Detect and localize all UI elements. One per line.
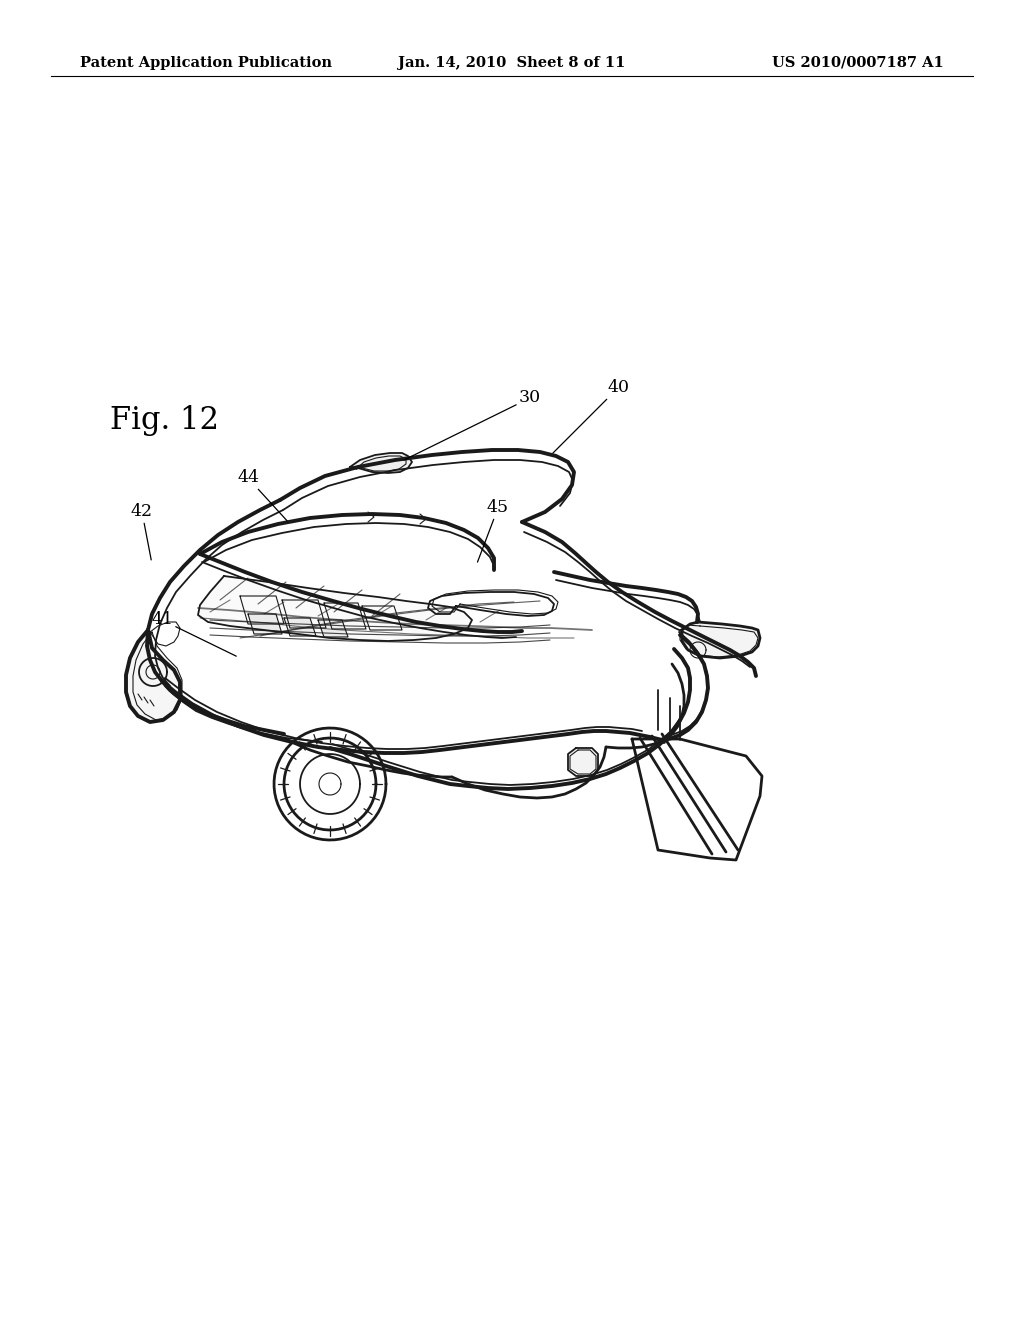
Polygon shape bbox=[318, 620, 348, 638]
Text: US 2010/0007187 A1: US 2010/0007187 A1 bbox=[772, 55, 944, 70]
Polygon shape bbox=[126, 630, 180, 722]
Text: Patent Application Publication: Patent Application Publication bbox=[80, 55, 332, 70]
Polygon shape bbox=[682, 622, 760, 657]
Text: 40: 40 bbox=[553, 380, 629, 453]
Polygon shape bbox=[284, 618, 316, 636]
Polygon shape bbox=[248, 614, 282, 634]
Polygon shape bbox=[568, 748, 598, 776]
Text: Jan. 14, 2010  Sheet 8 of 11: Jan. 14, 2010 Sheet 8 of 11 bbox=[398, 55, 626, 70]
Polygon shape bbox=[198, 576, 472, 642]
Text: Fig. 12: Fig. 12 bbox=[110, 404, 219, 436]
Text: 44: 44 bbox=[237, 470, 287, 521]
Text: 45: 45 bbox=[477, 499, 509, 562]
Polygon shape bbox=[350, 453, 412, 473]
Text: 41: 41 bbox=[151, 611, 237, 656]
Text: 42: 42 bbox=[131, 503, 153, 560]
Text: 30: 30 bbox=[403, 389, 541, 461]
